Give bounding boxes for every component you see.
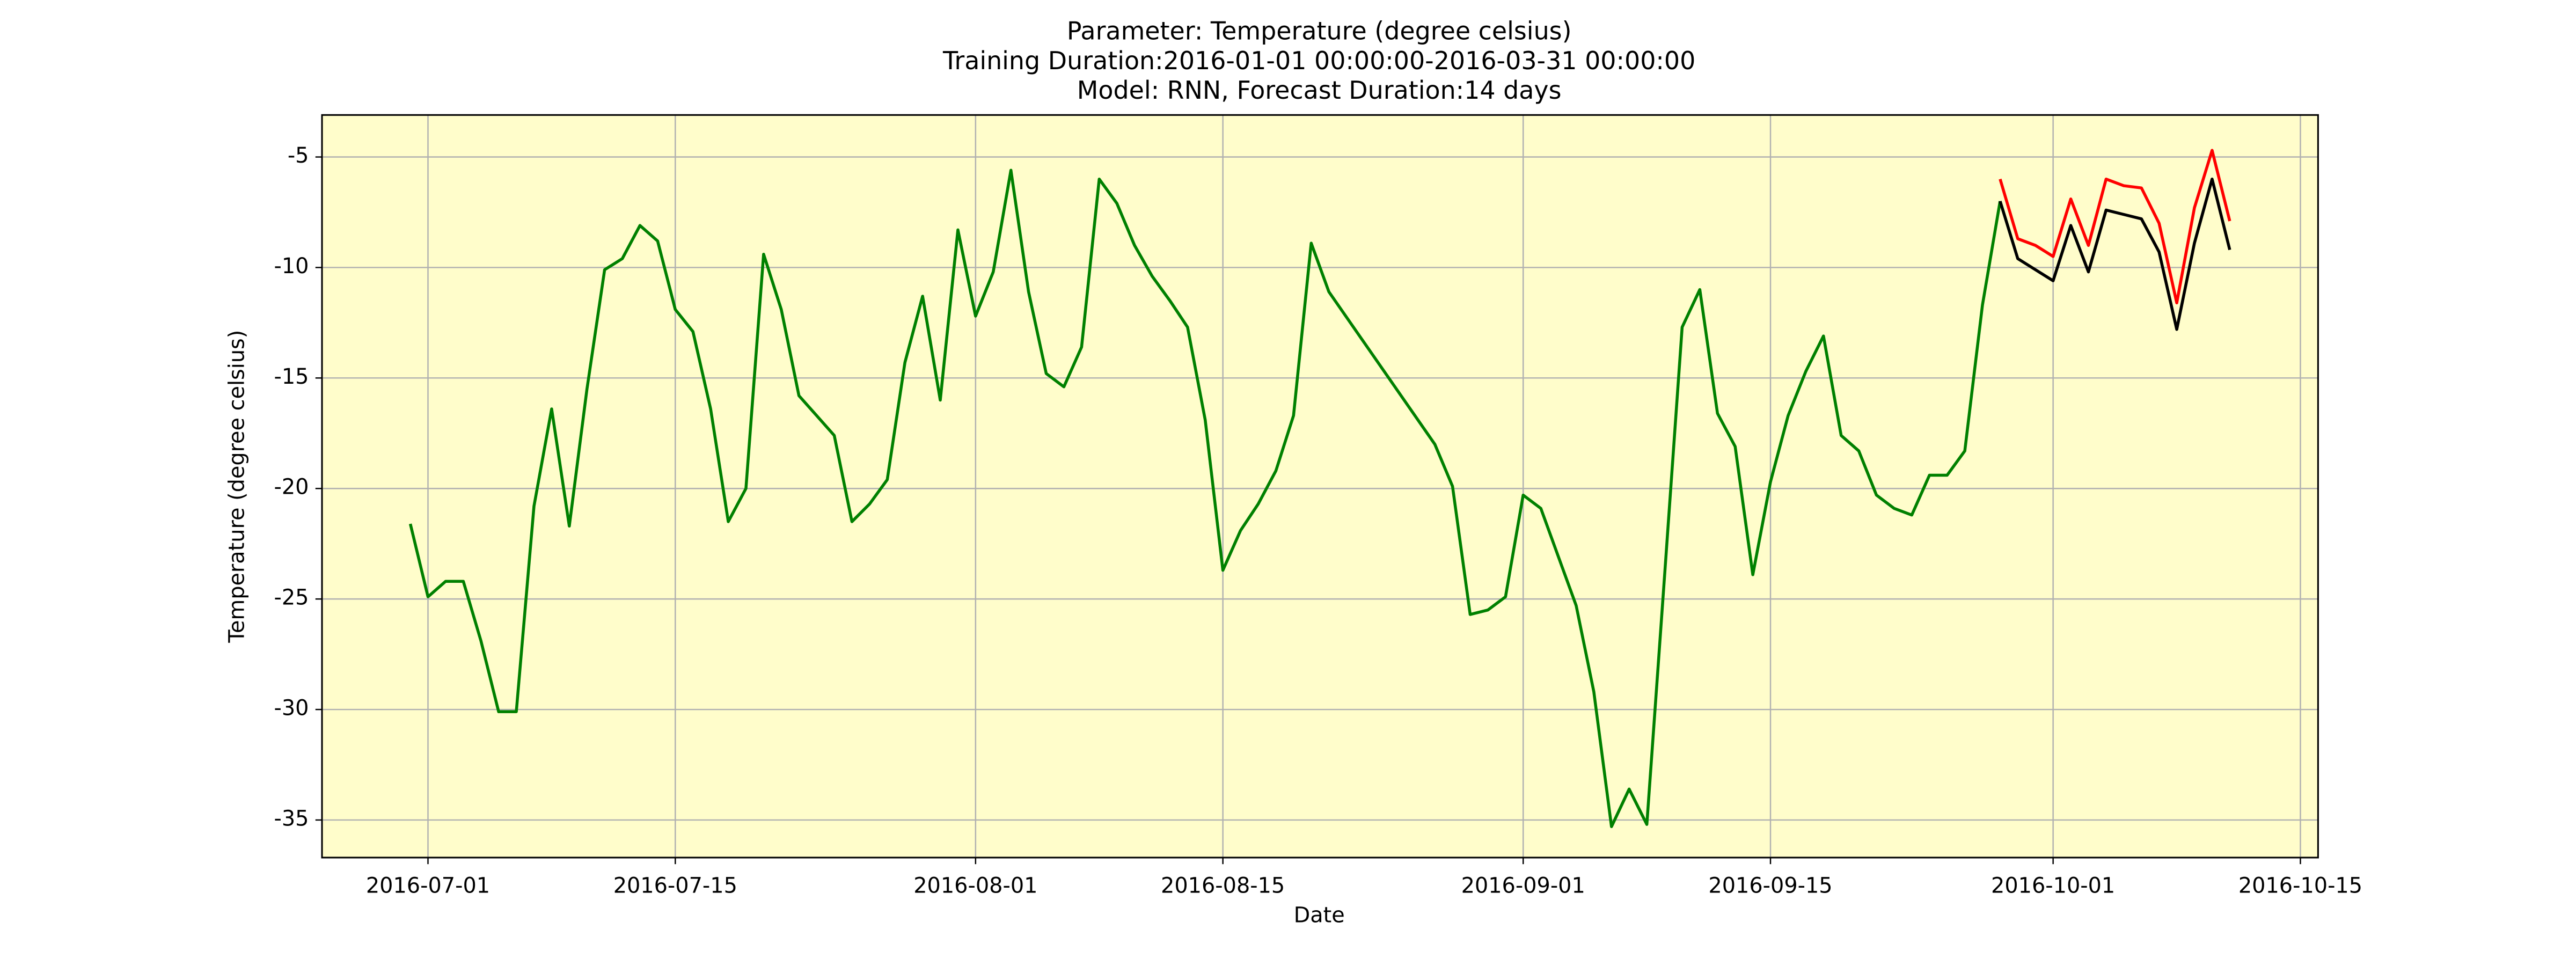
y-tick-label: -10 xyxy=(274,254,309,279)
x-tick-label: 2016-10-15 xyxy=(2238,874,2362,898)
x-tick-label: 2016-08-15 xyxy=(1161,874,1285,898)
x-tick-label: 2016-09-01 xyxy=(1461,874,1585,898)
data-line xyxy=(408,169,2002,829)
chart-title: Parameter: Temperature (degree celsius) xyxy=(1067,17,1572,46)
y-tick-label: -20 xyxy=(274,475,309,500)
chart-subtitle: Training Duration:2016-01-01 00:00:00-20… xyxy=(942,46,1695,75)
lines xyxy=(408,149,2231,829)
x-axis-label: Date xyxy=(1294,903,1345,928)
data-line xyxy=(1999,177,2231,331)
x-tick-label: 2016-07-01 xyxy=(366,874,490,898)
plot-frame xyxy=(321,114,2319,859)
x-tick-label: 2016-10-01 xyxy=(1991,874,2115,898)
y-tick-label: -5 xyxy=(288,143,309,168)
plot-background xyxy=(322,115,2318,858)
y-tick-label: -15 xyxy=(274,364,309,389)
x-tick-label: 2016-07-15 xyxy=(613,874,737,898)
ticks: -35 -30 -25 -20 -15 -10 -5 2016-07-01 2016-07-15… xyxy=(274,143,2363,898)
chart-subtitle: Model: RNN, Forecast Duration:14 days xyxy=(1077,76,1562,105)
y-axis-label: Temperature (degree celsius) xyxy=(224,330,249,643)
y-tick-label: -35 xyxy=(274,806,309,831)
data-line xyxy=(1999,149,2231,305)
y-tick-label: -30 xyxy=(274,696,309,721)
y-tick-label: -25 xyxy=(274,586,309,610)
x-tick-label: 2016-09-15 xyxy=(1708,874,1832,898)
x-tick-label: 2016-08-01 xyxy=(913,874,1037,898)
